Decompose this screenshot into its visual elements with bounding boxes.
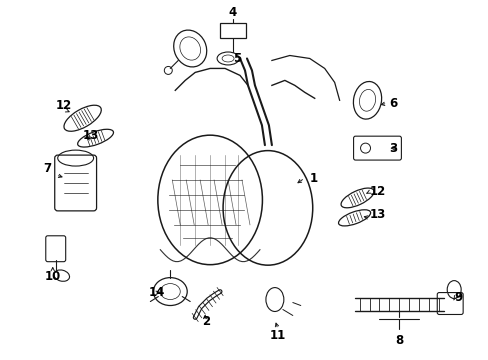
Text: 5: 5 xyxy=(233,52,241,65)
Text: 9: 9 xyxy=(453,291,462,304)
Text: 11: 11 xyxy=(269,329,285,342)
Text: 1: 1 xyxy=(309,171,317,185)
Text: 8: 8 xyxy=(394,334,403,347)
Text: 7: 7 xyxy=(42,162,51,175)
Ellipse shape xyxy=(340,188,373,208)
Text: 12: 12 xyxy=(56,99,72,112)
Text: 10: 10 xyxy=(44,270,61,283)
Text: 4: 4 xyxy=(228,6,237,19)
Ellipse shape xyxy=(64,105,101,131)
Text: 12: 12 xyxy=(369,185,385,198)
Text: 3: 3 xyxy=(388,141,397,155)
Text: 2: 2 xyxy=(202,315,210,328)
Text: 14: 14 xyxy=(148,286,164,299)
Text: 13: 13 xyxy=(82,129,99,142)
Text: 13: 13 xyxy=(369,208,385,221)
Text: 6: 6 xyxy=(388,97,397,110)
Bar xyxy=(220,23,245,37)
Ellipse shape xyxy=(338,210,370,226)
Ellipse shape xyxy=(78,129,113,147)
